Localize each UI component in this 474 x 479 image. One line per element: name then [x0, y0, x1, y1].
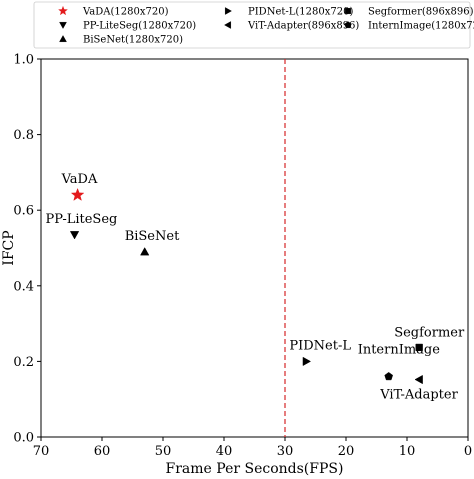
x-tick-label: 60 [94, 444, 111, 459]
data-points: VaDA PP-LiteSeg BiSeNet PIDNet-L ViT-Adapter… [46, 172, 465, 402]
legend-marker-internimage [344, 21, 352, 29]
data-label-pp-liteseg: PP-LiteSeg [46, 212, 118, 227]
data-point-bisenet [140, 247, 150, 256]
axes: 70 60 50 40 30 20 10 0 0.0 0.2 0.4 0.6 0.8 1.0 Frame P… [1, 53, 472, 478]
legend-label-internimage: InternImage(1280x720) [368, 21, 474, 32]
x-tick-label: 50 [155, 444, 172, 459]
y-tick-label: 0.0 [13, 431, 34, 446]
data-label-vit-adapter: ViT-Adapter [379, 388, 458, 403]
legend-marker-bisenet [59, 35, 67, 42]
legend-label-bisenet: BiSeNet(1280x720) [83, 35, 183, 46]
data-label-internimage: InternImage [358, 343, 441, 358]
x-tick-label: 10 [399, 444, 416, 459]
y-tick-label: 1.0 [13, 53, 34, 68]
data-label-segformer: Segformer [394, 325, 465, 340]
legend-marker-vada [58, 5, 68, 16]
y-tick-label: 0.4 [13, 279, 34, 294]
x-axis-title: Frame Per Seconds(FPS) [166, 461, 344, 477]
y-tick-label: 0.8 [13, 128, 34, 143]
data-point-vada [70, 187, 85, 201]
data-label-bisenet: BiSeNet [125, 229, 180, 244]
y-axis-title: IFCP [1, 230, 17, 265]
legend: VaDA(1280x720) PP-LiteSeg(1280x720) BiSeNe… [33, 1, 474, 49]
data-label-pidnet-l: PIDNet-L [289, 338, 351, 353]
x-tick-label: 70 [33, 444, 50, 459]
plot-frame [40, 58, 469, 438]
legend-marker-vit-adapter [224, 21, 231, 29]
data-label-vada: VaDA [61, 172, 98, 187]
y-tick-label: 0.6 [13, 204, 34, 219]
legend-marker-segformer [345, 7, 351, 14]
legend-box [33, 1, 471, 49]
data-point-internimage [384, 372, 393, 381]
legend-label-pp-liteseg: PP-LiteSeg(1280x720) [83, 21, 196, 32]
legend-label-segformer: Segformer(896x896) [368, 7, 474, 18]
legend-label-vada: VaDA(1280x720) [82, 7, 169, 18]
data-point-pidnet-l [302, 356, 312, 367]
x-tick-label: 0 [464, 444, 472, 459]
data-point-vit-adapter [414, 374, 423, 385]
x-tick-label: 30 [277, 444, 294, 459]
legend-marker-pp-liteseg [59, 22, 67, 29]
data-point-segformer [415, 343, 423, 352]
x-tick-label: 40 [216, 444, 233, 459]
legend-label-vit-adapter: ViT-Adapter(896x896) [247, 21, 359, 32]
y-tick-label: 0.2 [13, 355, 34, 370]
legend-label-pidnet-l: PIDNet-L(1280x720) [248, 7, 353, 18]
legend-marker-pidnet-l [225, 7, 232, 15]
x-tick-label: 20 [338, 444, 355, 459]
data-point-pp-liteseg [69, 231, 80, 240]
